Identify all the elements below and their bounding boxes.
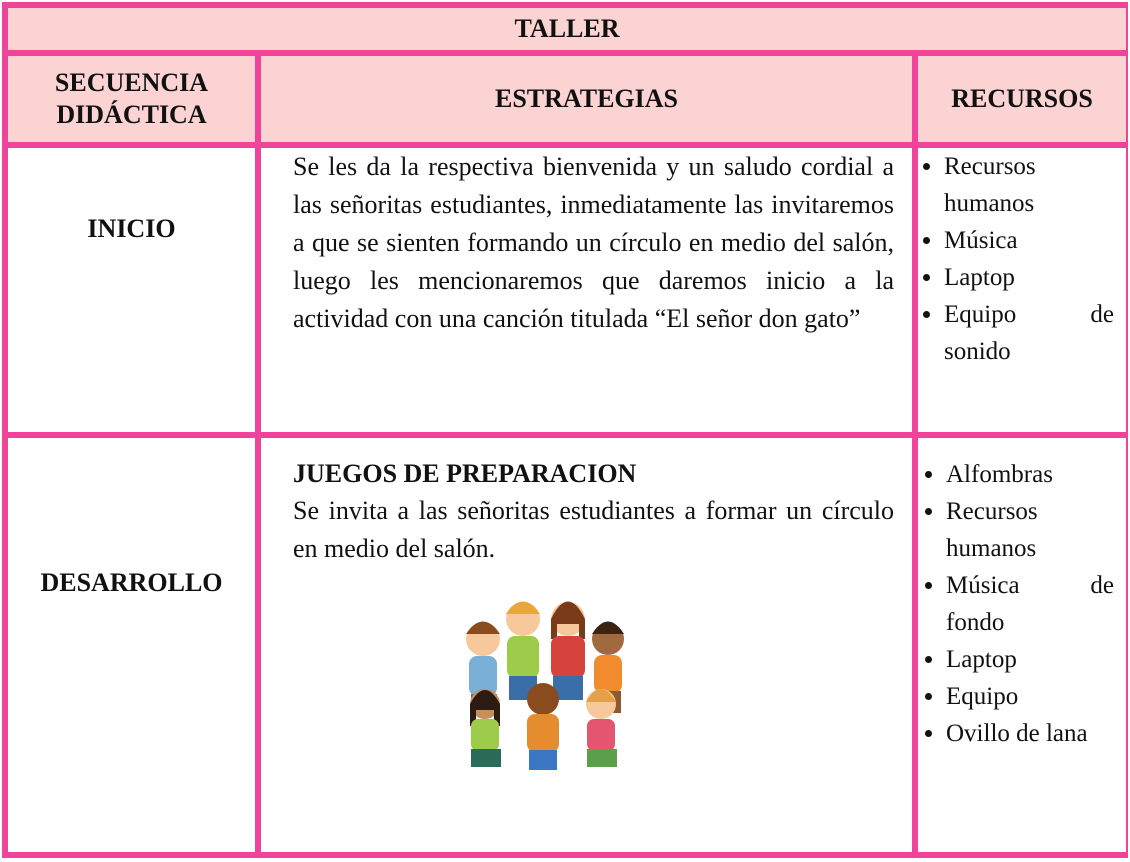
resource-list: Recursos humanosMúsicaLaptopEquipo de so…	[918, 148, 1114, 370]
resources-cell: Recursos humanosMúsicaLaptopEquipo de so…	[912, 142, 1128, 438]
resource-item: Alfombras	[946, 456, 1114, 493]
child	[506, 601, 540, 700]
resources-cell: AlfombrasRecursos humanosMúsica de fondo…	[912, 432, 1128, 858]
resource-item: Laptop	[944, 259, 1114, 296]
table-title: TALLER	[2, 2, 1128, 56]
resource-item: Recursos humanos	[944, 148, 1114, 222]
strategy-heading: JUEGOS DE PREPARACION	[293, 459, 637, 488]
resource-item: Recursos humanos	[946, 493, 1114, 567]
column-header: RECURSOS	[912, 50, 1128, 148]
column-header: ESTRATEGIAS	[255, 50, 918, 148]
resource-item: Ovillo de lana	[946, 715, 1114, 752]
resource-item: Equipo de sonido	[944, 296, 1114, 370]
column-header: SECUENCIA DIDÁCTICA	[2, 50, 261, 148]
resource-item: Música	[944, 222, 1114, 259]
strategy-text: Se les da la respectiva bienvenida y un …	[255, 142, 918, 438]
resource-item: Laptop	[946, 641, 1114, 678]
stage: INICIO	[2, 142, 261, 438]
child	[586, 689, 617, 767]
child	[470, 689, 501, 767]
child	[527, 683, 559, 770]
children-illustration	[466, 601, 624, 770]
resource-item: Música de fondo	[946, 567, 1114, 641]
strategy-cell: JUEGOS DE PREPARACION Se invita a las se…	[255, 432, 918, 858]
child	[551, 601, 585, 700]
strategy-text: Se invita a las señoritas estudiantes a …	[293, 496, 894, 563]
resource-item: Equipo	[946, 678, 1114, 715]
stage: DESARROLLO	[2, 432, 261, 858]
resource-list: AlfombrasRecursos humanosMúsica de fondo…	[918, 456, 1114, 752]
